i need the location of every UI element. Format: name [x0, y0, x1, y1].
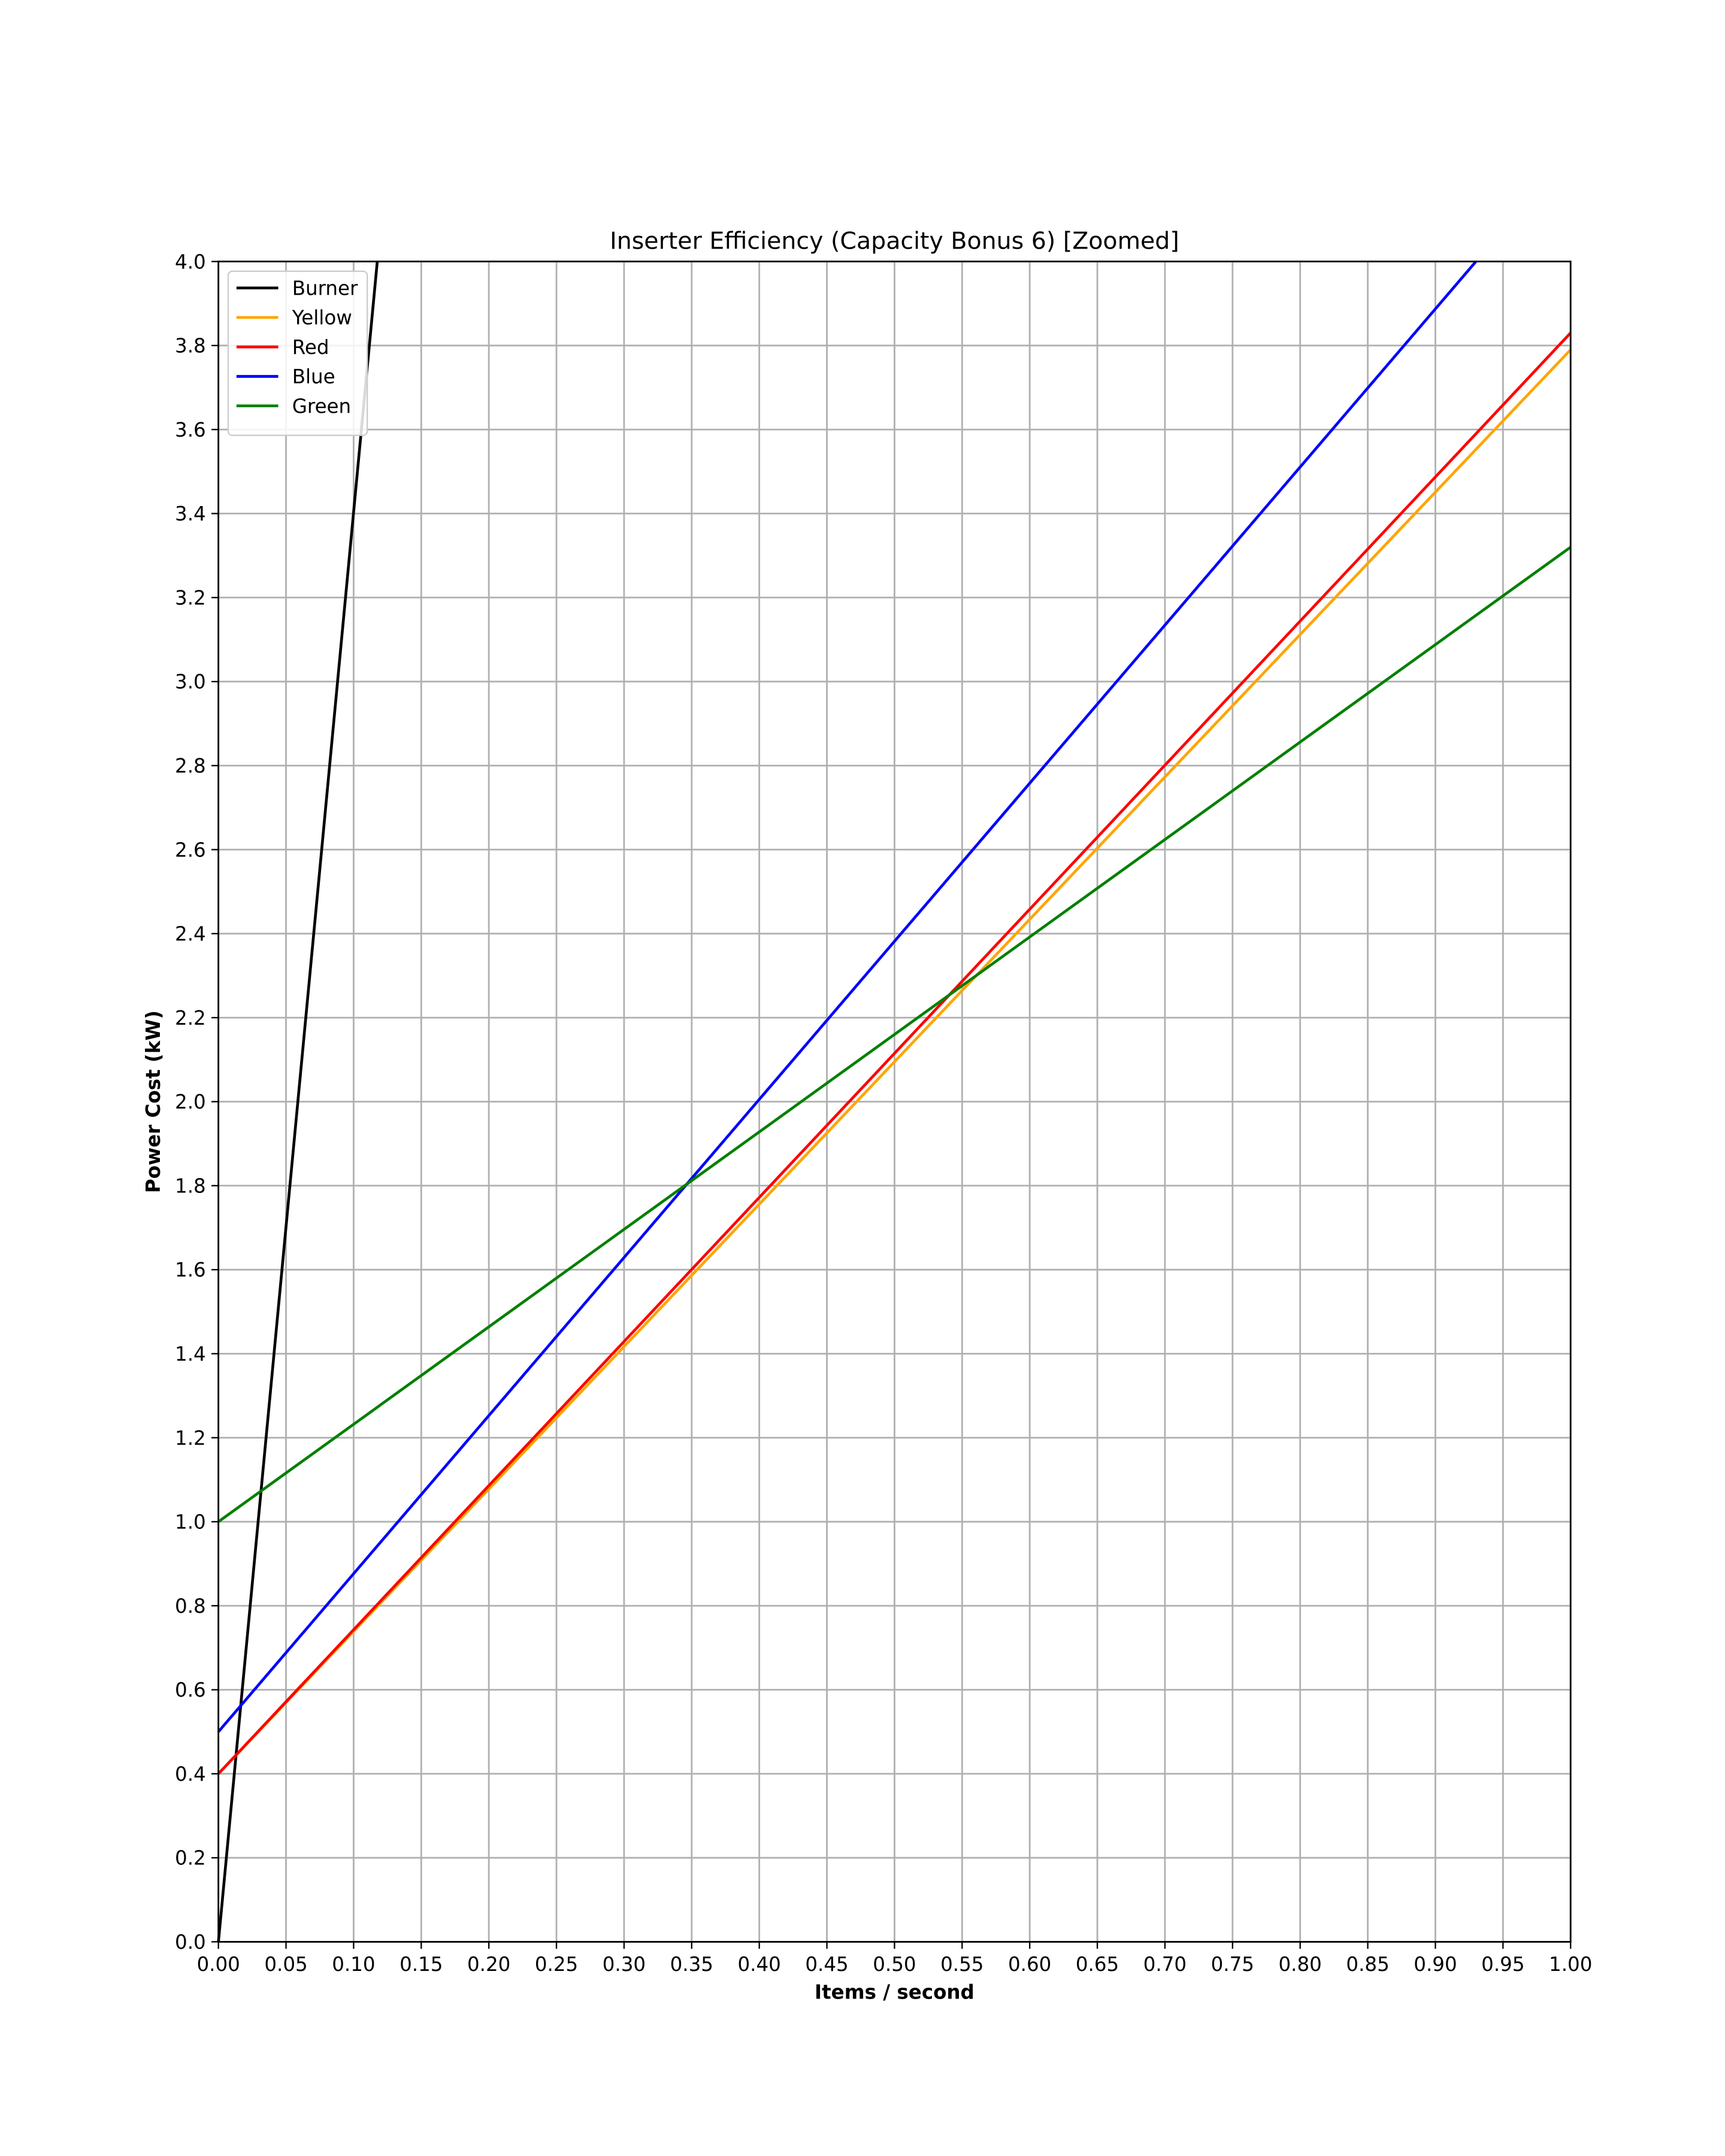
y-tick-label: 2.2	[175, 1007, 206, 1029]
x-tick-label: 0.85	[1346, 1953, 1389, 1976]
y-tick-label: 3.4	[175, 502, 206, 525]
y-tick-label: 2.8	[175, 755, 206, 777]
x-tick-label: 0.55	[940, 1953, 983, 1976]
x-tick-label: 0.60	[1008, 1953, 1051, 1976]
x-tick-label: 0.80	[1279, 1953, 1322, 1976]
x-tick-label: 0.20	[467, 1953, 510, 1976]
x-tick-label: 0.50	[873, 1953, 916, 1976]
y-tick-label: 0.6	[175, 1679, 206, 1701]
x-tick-label: 0.25	[535, 1953, 578, 1976]
legend: Burner Yellow Red Blue Green	[227, 270, 368, 437]
x-tick-label: 0.90	[1414, 1953, 1457, 1976]
legend-label-blue: Blue	[292, 365, 335, 388]
x-tick-label: 1.00	[1549, 1953, 1592, 1976]
y-tick-label: 0.2	[175, 1847, 206, 1870]
x-tick-label: 0.05	[264, 1953, 307, 1976]
series-line-red	[217, 332, 1572, 1775]
y-tick-label: 1.4	[175, 1343, 206, 1365]
y-tick-label: 2.0	[175, 1091, 206, 1113]
series-line-burner	[217, 261, 379, 1942]
series-line-blue	[217, 261, 1477, 1733]
y-tick-label: 2.4	[175, 923, 206, 946]
legend-label-red: Red	[292, 336, 329, 359]
x-tick-label: 0.65	[1076, 1953, 1119, 1976]
y-tick-label: 3.8	[175, 335, 206, 358]
x-axis-label: Items / second	[815, 1981, 975, 2004]
legend-label-burner: Burner	[292, 277, 358, 299]
x-tick-label: 0.35	[670, 1953, 713, 1976]
y-tick-label: 2.6	[175, 838, 206, 861]
y-tick-label: 1.2	[175, 1427, 206, 1449]
x-tick-label: 0.45	[805, 1953, 848, 1976]
x-tick-label: 0.10	[332, 1953, 375, 1976]
x-tick-label: 0.40	[737, 1953, 780, 1976]
series-line-green	[217, 546, 1572, 1523]
y-tick-label: 0.0	[175, 1931, 206, 1954]
y-tick-label: 0.8	[175, 1595, 206, 1618]
legend-label-yellow: Yellow	[292, 307, 352, 329]
axis-ticks: 0.00 0.05 0.10 0.15 0.20 0.25 0.30 0.35 0.40 0.45…	[175, 250, 1592, 1976]
y-tick-label: 1.0	[175, 1511, 206, 1534]
y-axis-label: Power Cost (kW)	[142, 1010, 165, 1193]
x-tick-label: 0.70	[1143, 1953, 1187, 1976]
y-tick-label: 3.0	[175, 671, 206, 694]
grid-lines	[217, 261, 1572, 1943]
y-tick-label: 0.4	[175, 1763, 206, 1785]
y-tick-label: 3.6	[175, 419, 206, 441]
legend-box	[227, 270, 368, 437]
plot-lines	[217, 261, 1572, 1942]
x-tick-label: 0.75	[1211, 1953, 1254, 1976]
y-tick-label: 3.2	[175, 586, 206, 609]
chart-title: Inserter Efficiency (Capacity Bonus 6) […	[610, 228, 1179, 255]
y-tick-label: 1.8	[175, 1174, 206, 1197]
x-tick-label: 0.15	[400, 1953, 443, 1976]
x-tick-label: 0.00	[196, 1953, 240, 1976]
x-tick-label: 0.95	[1481, 1953, 1524, 1976]
y-tick-label: 4.0	[175, 250, 206, 273]
legend-label-green: Green	[292, 395, 351, 417]
series-line-yellow	[217, 349, 1572, 1775]
y-tick-label: 1.6	[175, 1259, 206, 1282]
x-tick-label: 0.30	[603, 1953, 646, 1976]
